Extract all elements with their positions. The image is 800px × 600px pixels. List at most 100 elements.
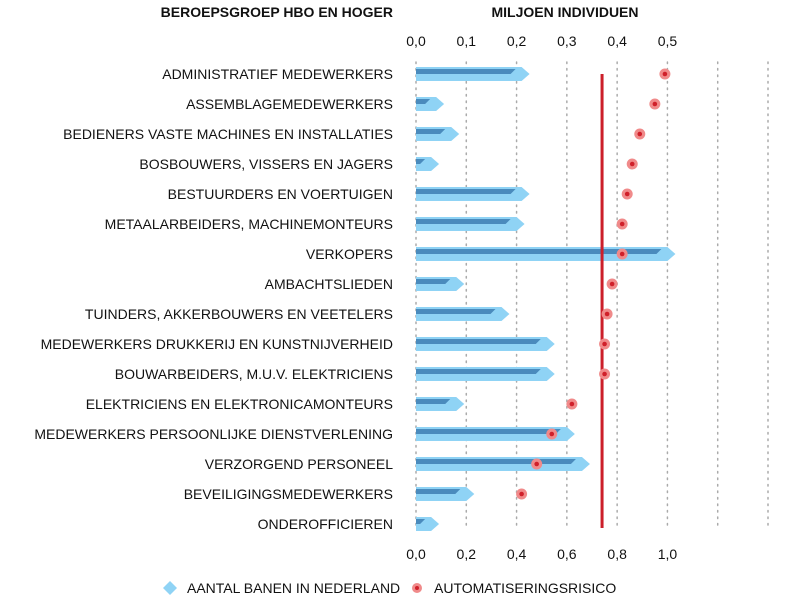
bar <box>416 67 530 81</box>
risk-dot <box>599 368 611 380</box>
bar <box>416 367 555 381</box>
risk-dot-center <box>609 281 615 287</box>
risk-dot-center <box>624 191 630 197</box>
bar <box>416 217 525 231</box>
legend-dot-center <box>415 586 419 590</box>
bar-shade <box>416 69 516 74</box>
risk-dots <box>516 68 671 500</box>
category-label: TUINDERS, AKKERBOUWERS EN VEETELERS <box>85 306 393 322</box>
bar <box>416 397 465 411</box>
top-tick-label: 0,0 <box>406 33 426 49</box>
bar-shade <box>416 99 431 104</box>
top-axis-title: MILJOEN INDIVIDUEN <box>491 4 638 20</box>
bar <box>416 187 530 201</box>
category-label: VERKOPERS <box>306 246 393 262</box>
risk-dot-center <box>637 131 643 137</box>
category-label: BEVEILIGINGSMEDEWERKERS <box>184 486 393 502</box>
risk-dot <box>601 308 613 320</box>
bar <box>416 97 445 111</box>
legend-bar-swatch <box>163 581 177 595</box>
bar <box>416 457 590 471</box>
bottom-tick-label: 1,0 <box>658 546 678 562</box>
bar-shade <box>416 399 451 404</box>
category-label: BEDIENERS VASTE MACHINES EN INSTALLATIES <box>63 126 393 142</box>
category-label: MEDEWERKERS PERSOONLIJKE DIENSTVERLENING <box>34 426 393 442</box>
bar <box>416 337 555 351</box>
risk-dot <box>606 278 618 290</box>
risk-dot-center <box>519 491 524 497</box>
top-tick-label: 0,5 <box>658 33 678 49</box>
category-label: AMBACHTSLIEDEN <box>265 276 393 292</box>
risk-dot-center <box>619 251 625 257</box>
risk-dot <box>566 398 578 410</box>
risk-dot <box>516 488 528 500</box>
top-tick-label: 0,4 <box>607 33 627 49</box>
category-label: ELEKTRICIENS EN ELEKTRONICAMONTEURS <box>86 396 393 412</box>
bottom-tick-label: 0,8 <box>607 546 627 562</box>
risk-dot-center <box>534 461 539 467</box>
category-header: BEROEPSGROEP HBO EN HOGER <box>161 4 393 20</box>
risk-dot <box>546 428 558 440</box>
bar-shade <box>416 489 461 494</box>
category-label: MEDEWERKERS DRUKKERIJ EN KUNSTNIJVERHEID <box>41 336 393 352</box>
category-label: METAALARBEIDERS, MACHINEMONTEURS <box>105 216 393 232</box>
risk-dot-center <box>549 431 555 437</box>
bar <box>416 277 465 291</box>
category-labels: ADMINISTRATIEF MEDEWERKERS ASSEMBLAGEMEDE… <box>34 66 393 532</box>
risk-dot <box>599 338 611 350</box>
bar-shade <box>416 519 426 524</box>
risk-dot <box>634 128 646 140</box>
category-label: BOSBOUWERS, VISSERS EN JAGERS <box>139 156 393 172</box>
bar-shade <box>416 369 541 374</box>
bar-shade <box>416 129 446 134</box>
legend: AANTAL BANEN IN NEDERLAND AUTOMATISERING… <box>163 580 616 596</box>
bar <box>416 427 575 441</box>
bar <box>416 247 676 261</box>
risk-dot <box>626 158 638 170</box>
risk-dot <box>621 188 633 200</box>
bar-shade <box>416 219 511 224</box>
bar-shade <box>416 459 576 464</box>
risk-dot-center <box>652 101 658 107</box>
risk-dot <box>531 458 543 470</box>
bottom-tick-label: 0,4 <box>507 546 527 562</box>
bottom-axis-ticks: 0,0 0,2 0,4 0,6 0,8 1,0 <box>406 546 677 562</box>
risk-dot-center <box>662 71 668 77</box>
bar-shade <box>416 279 451 284</box>
bottom-tick-label: 0,2 <box>457 546 477 562</box>
risk-dot <box>649 98 661 110</box>
bottom-tick-label: 0,6 <box>557 546 577 562</box>
bar-shade <box>416 429 561 434</box>
legend-dot-label: AUTOMATISERINGSRISICO <box>434 580 616 596</box>
legend-bar-label: AANTAL BANEN IN NEDERLAND <box>187 580 400 596</box>
risk-dot-center <box>619 221 625 227</box>
bar <box>416 487 475 501</box>
top-tick-label: 0,3 <box>557 33 577 49</box>
top-axis-ticks: 0,0 0,1 0,2 0,3 0,4 0,5 <box>406 33 677 49</box>
risk-dot <box>616 248 628 260</box>
bar-shade <box>416 339 541 344</box>
risk-dot <box>616 218 628 230</box>
bar-shade <box>416 159 426 164</box>
category-label: ASSEMBLAGEMEDEWERKERS <box>186 96 393 112</box>
risk-dot-center <box>569 401 575 407</box>
bar <box>416 307 510 321</box>
category-label: BESTUURDERS EN VOERTUIGEN <box>168 186 393 202</box>
bottom-tick-label: 0,0 <box>406 546 426 562</box>
top-tick-label: 0,1 <box>457 33 477 49</box>
bar <box>416 157 440 171</box>
category-label: ONDEROFFICIEREN <box>258 516 393 532</box>
category-label: BOUWARBEIDERS, M.U.V. ELEKTRICIENS <box>115 366 393 382</box>
risk-dot-center <box>604 311 610 317</box>
risk-dot <box>659 68 671 80</box>
bar-shade <box>416 309 496 314</box>
risk-dot-center <box>602 371 607 377</box>
risk-dot-center <box>629 161 635 167</box>
bar <box>416 517 440 531</box>
top-tick-label: 0,2 <box>507 33 527 49</box>
bars <box>416 67 676 531</box>
bar-shade <box>416 249 662 254</box>
category-label: VERZORGEND PERSONEEL <box>205 456 393 472</box>
bar-shade <box>416 189 516 194</box>
